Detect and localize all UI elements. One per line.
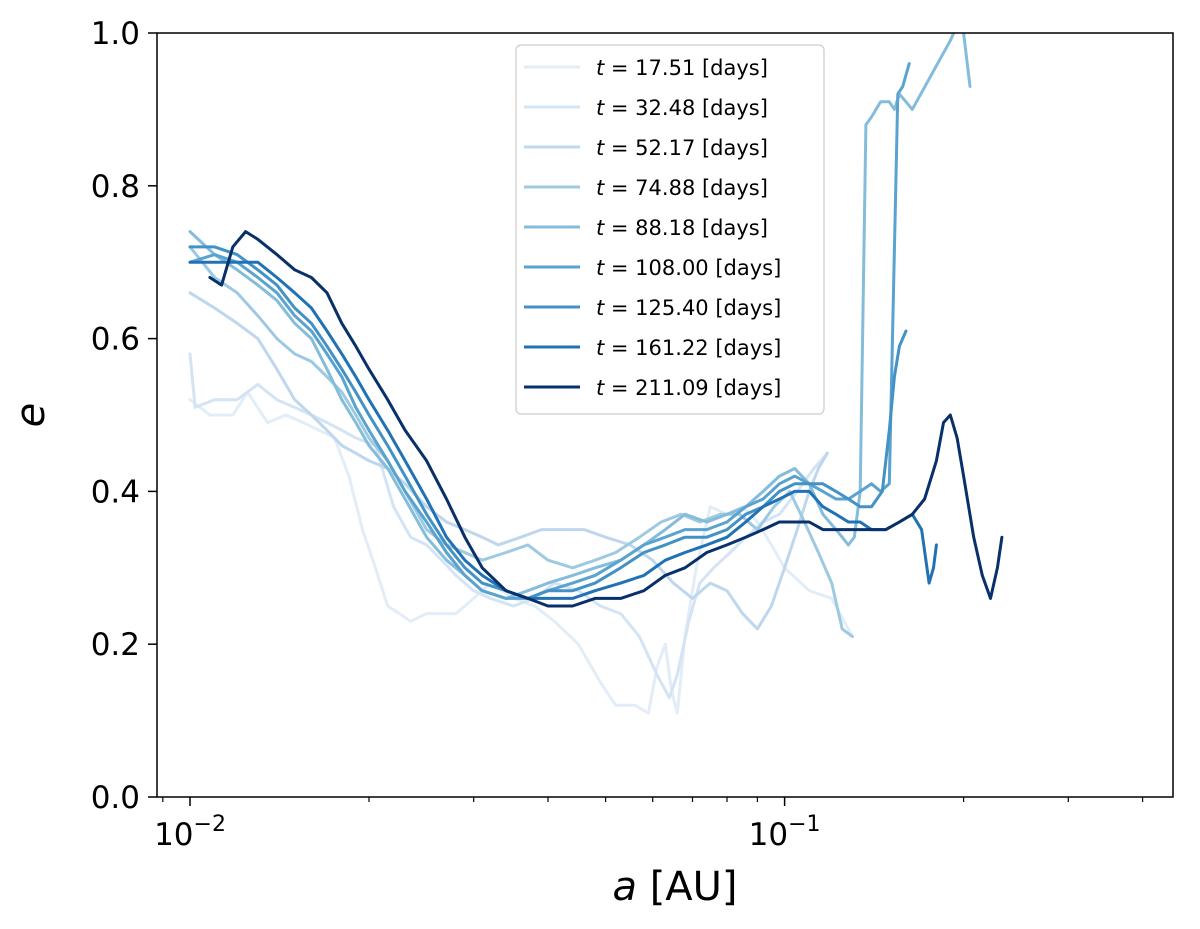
y-tick-label: 0.8: [91, 169, 140, 205]
legend-label: t = 74.88 [days]: [596, 176, 768, 200]
series-line-7: [188, 245, 908, 600]
series-line-4: [188, 245, 854, 639]
legend-label: t = 52.17 [days]: [596, 136, 768, 160]
series-line-8: [188, 260, 938, 600]
series-line-9: [208, 230, 1004, 608]
legend-label: t = 32.48 [days]: [596, 96, 768, 120]
legend-label: t = 88.18 [days]: [596, 216, 768, 240]
x-tick-label: 10−2: [154, 812, 226, 853]
legend-label: t = 125.40 [days]: [596, 296, 781, 320]
x-tick-label: 10−1: [749, 812, 821, 853]
legend-box: [515, 44, 825, 415]
series-line-5: [188, 33, 972, 600]
y-tick-label: 0.4: [91, 474, 140, 510]
series-layer: [188, 33, 1004, 715]
x-axis: 10−2 10−1: [154, 797, 1144, 853]
plot-frame: [156, 32, 1174, 798]
y-axis: 0.0 0.2 0.4 0.6 0.8 1.0: [91, 16, 157, 816]
series-line-3: [188, 291, 829, 631]
series-line-2: [188, 352, 829, 700]
legend-label: t = 17.51 [days]: [596, 56, 768, 80]
y-tick-label: 1.0: [91, 16, 140, 52]
legend-label: t = 161.22 [days]: [596, 336, 781, 360]
y-axis-title: e: [8, 403, 54, 428]
y-tick-label: 0.2: [91, 627, 140, 663]
series-line-1: [188, 390, 854, 715]
legend-label: t = 108.00 [days]: [596, 256, 781, 280]
legend: t = 17.51 [days] t = 32.48 [days] t = 52.1…: [515, 44, 825, 415]
legend-label: t = 211.09 [days]: [596, 376, 781, 400]
x-axis-title: a [AU]: [612, 864, 737, 910]
y-tick-label: 0.6: [91, 322, 140, 358]
y-tick-label: 0.0: [91, 780, 140, 816]
